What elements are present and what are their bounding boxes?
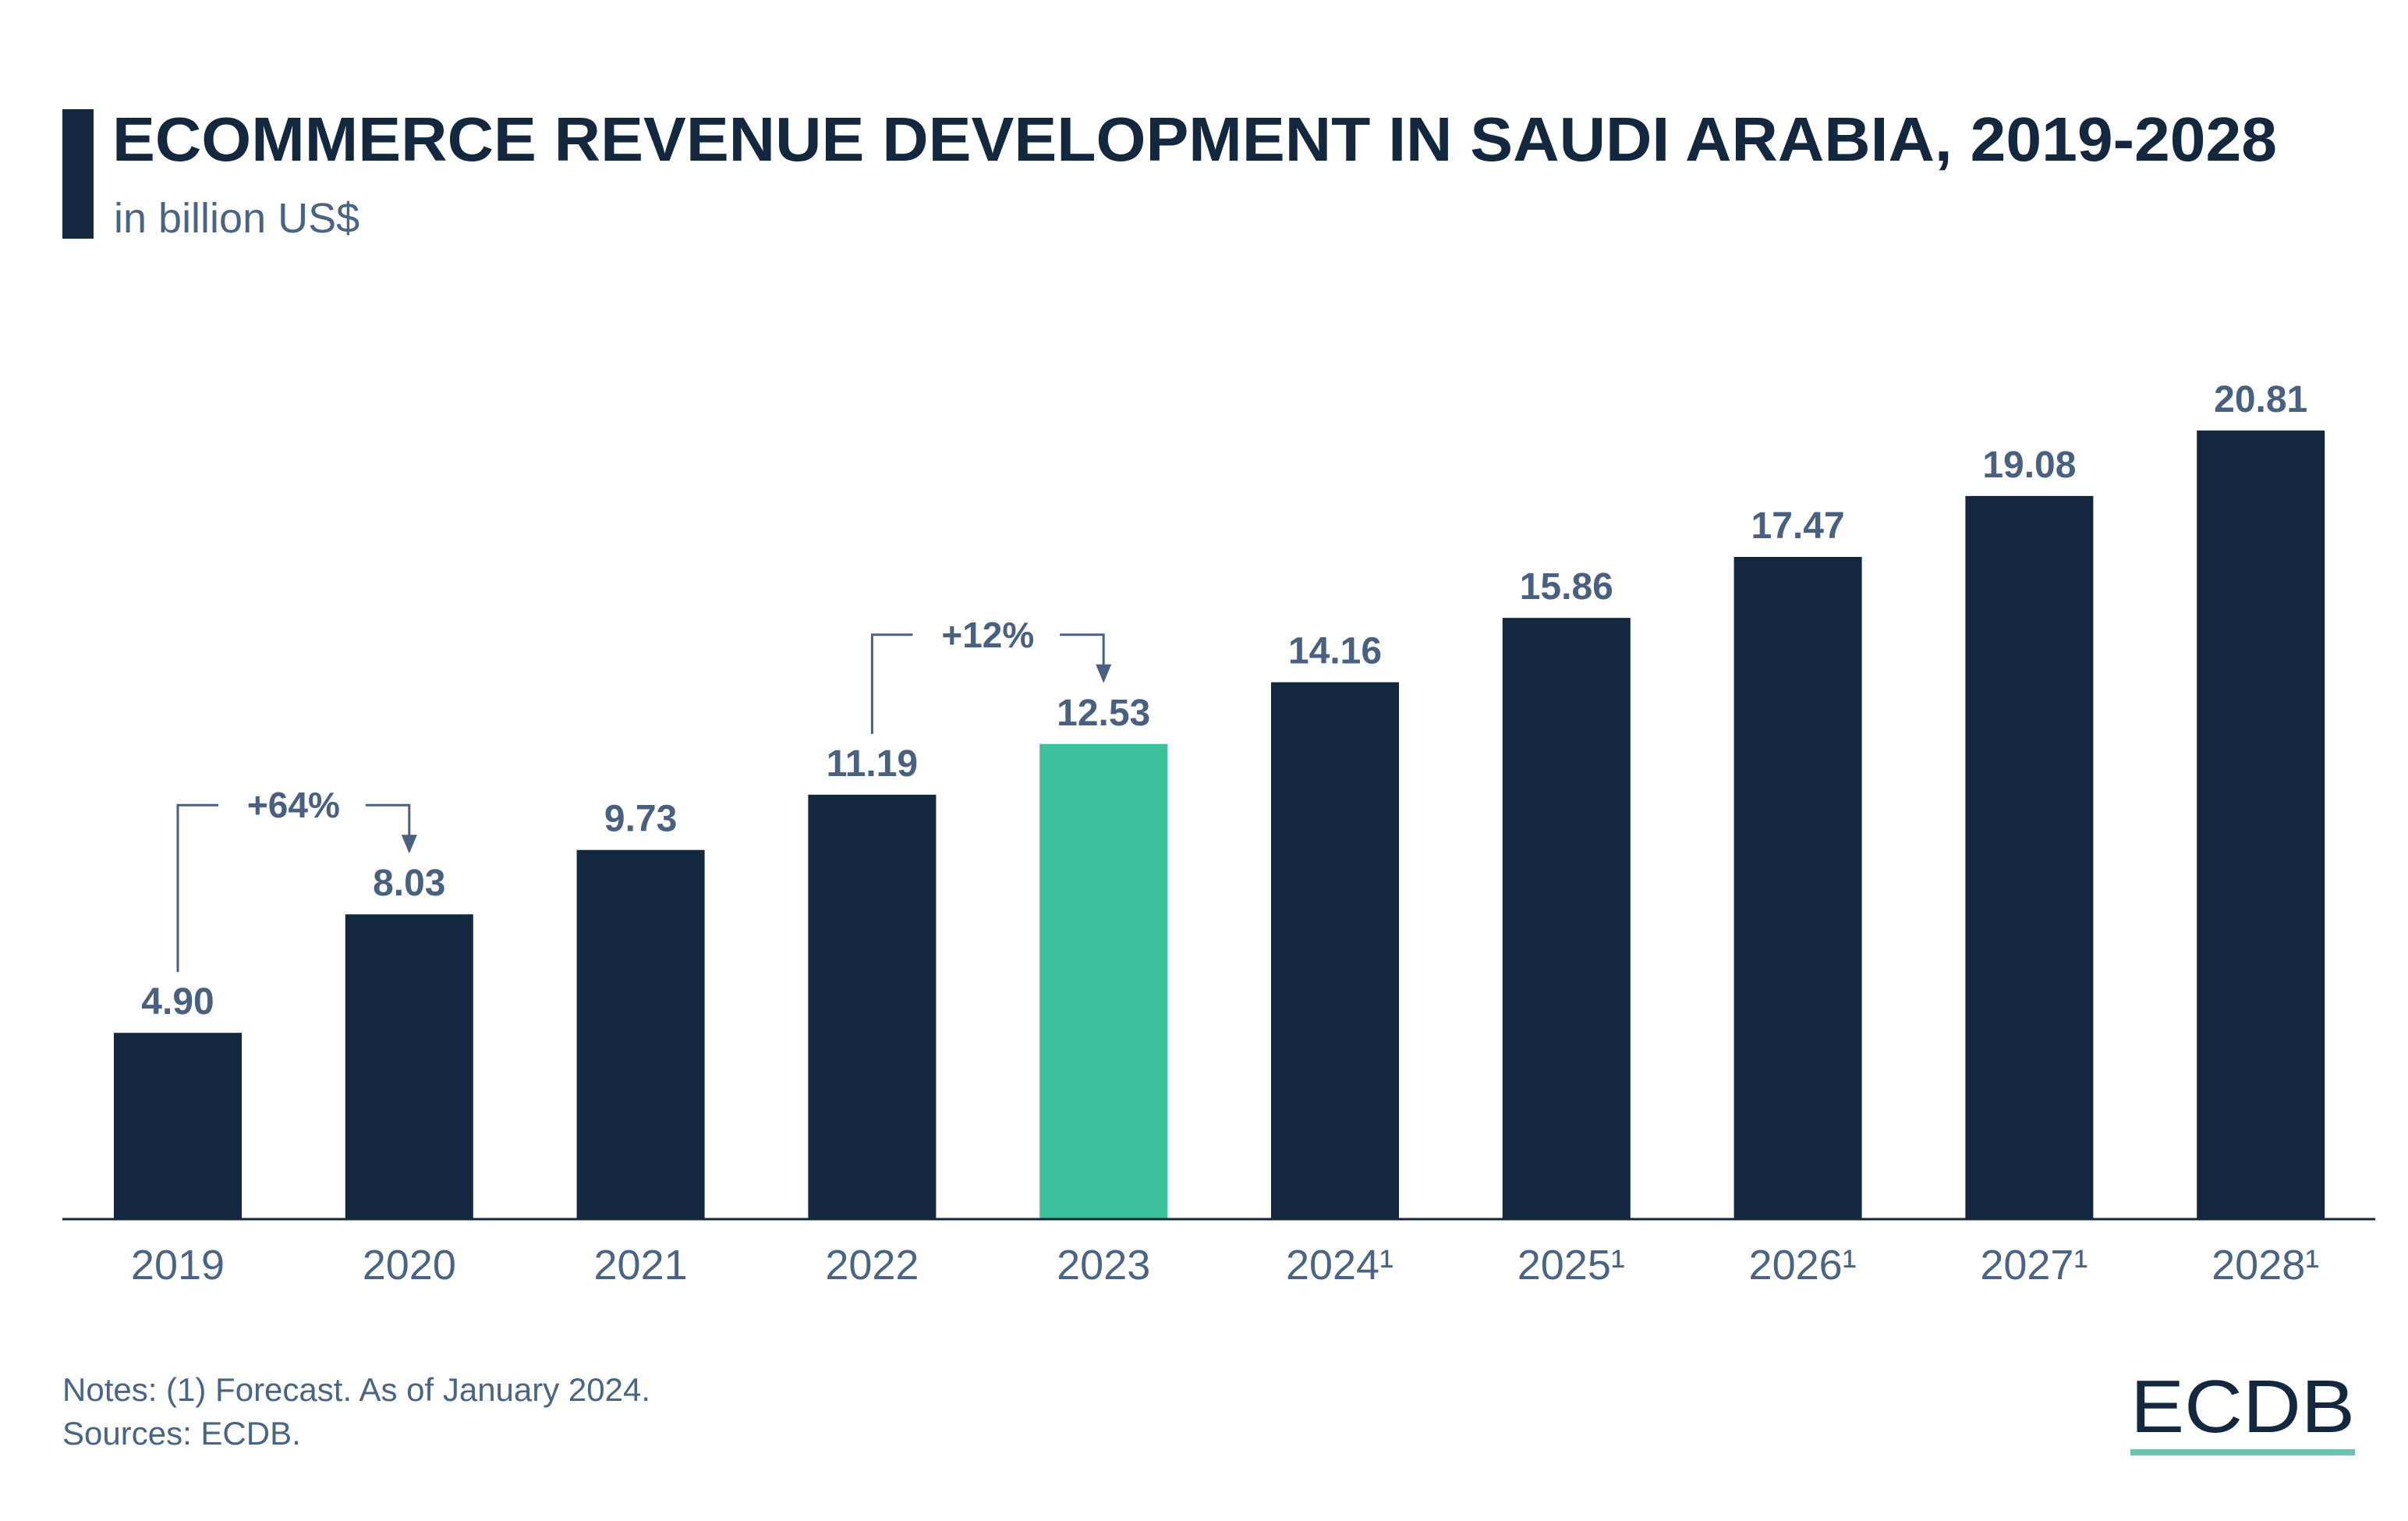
x-tick-label: 2023 xyxy=(1057,1242,1150,1289)
value-label: 9.73 xyxy=(604,799,677,840)
growth-bracket-left xyxy=(870,633,913,734)
bar-2021 xyxy=(576,849,705,1218)
growth-bracket-right xyxy=(365,803,411,838)
growth-label: +64% xyxy=(247,785,340,825)
value-label: 19.08 xyxy=(1982,445,2076,486)
x-tick-label: 2022 xyxy=(825,1242,919,1289)
bar-2020 xyxy=(345,914,473,1218)
arrow-down-icon xyxy=(401,835,417,854)
value-label: 17.47 xyxy=(1751,505,1845,547)
bar-2023 xyxy=(1039,743,1168,1218)
bar-2022 xyxy=(808,794,937,1218)
x-tick-label: 2021 xyxy=(594,1242,688,1289)
bar-2025 xyxy=(1502,618,1631,1218)
x-tick-label: 2027¹ xyxy=(1980,1242,2088,1289)
annotations-group: +64% +12% xyxy=(176,615,1112,973)
x-tick-label: 2026¹ xyxy=(1749,1242,1857,1289)
footer-notes: Notes: (1) Forecast. As of January 2024. xyxy=(62,1371,650,1408)
bar-2028 xyxy=(2197,430,2325,1218)
value-label: 12.53 xyxy=(1057,693,1150,734)
ecdb-logo: ECDB xyxy=(2130,1365,2355,1455)
bar-2027 xyxy=(1965,495,2094,1218)
chart-title: ECOMMERCE REVENUE DEVELOPMENT IN SAUDI A… xyxy=(112,105,2277,174)
x-tick-label: 2020 xyxy=(363,1242,456,1289)
growth-label: +12% xyxy=(941,615,1034,655)
logo-underline xyxy=(2130,1449,2355,1455)
value-label: 8.03 xyxy=(373,863,445,904)
value-label: 14.16 xyxy=(1288,631,1382,672)
growth-bracket-right xyxy=(1060,633,1105,668)
x-tick-label: 2028¹ xyxy=(2211,1242,2319,1289)
bar-2019 xyxy=(114,1033,242,1218)
value-label: 20.81 xyxy=(2214,379,2307,420)
arrow-down-icon xyxy=(1096,664,1112,683)
x-tick-label: 2019 xyxy=(131,1242,225,1289)
x-tick-label: 2025¹ xyxy=(1517,1242,1625,1289)
bar-2026 xyxy=(1733,557,1862,1218)
title-accent-bar xyxy=(62,109,94,239)
x-tick-label: 2024¹ xyxy=(1286,1242,1393,1289)
bars-group: 4.90 2019 8.03 2020 9.73 2021 11.19 2022 12.53 20… xyxy=(114,379,2325,1289)
footer-sources: Sources: ECDB. xyxy=(62,1415,301,1452)
growth-bracket-left xyxy=(176,803,218,973)
logo-text: ECDB xyxy=(2130,1365,2355,1448)
chart-subtitle: in billion US$ xyxy=(114,195,359,242)
value-label: 15.86 xyxy=(1520,566,1613,608)
value-label: 11.19 xyxy=(827,743,918,785)
value-label: 4.90 xyxy=(141,981,214,1023)
bar-2024 xyxy=(1271,682,1399,1218)
